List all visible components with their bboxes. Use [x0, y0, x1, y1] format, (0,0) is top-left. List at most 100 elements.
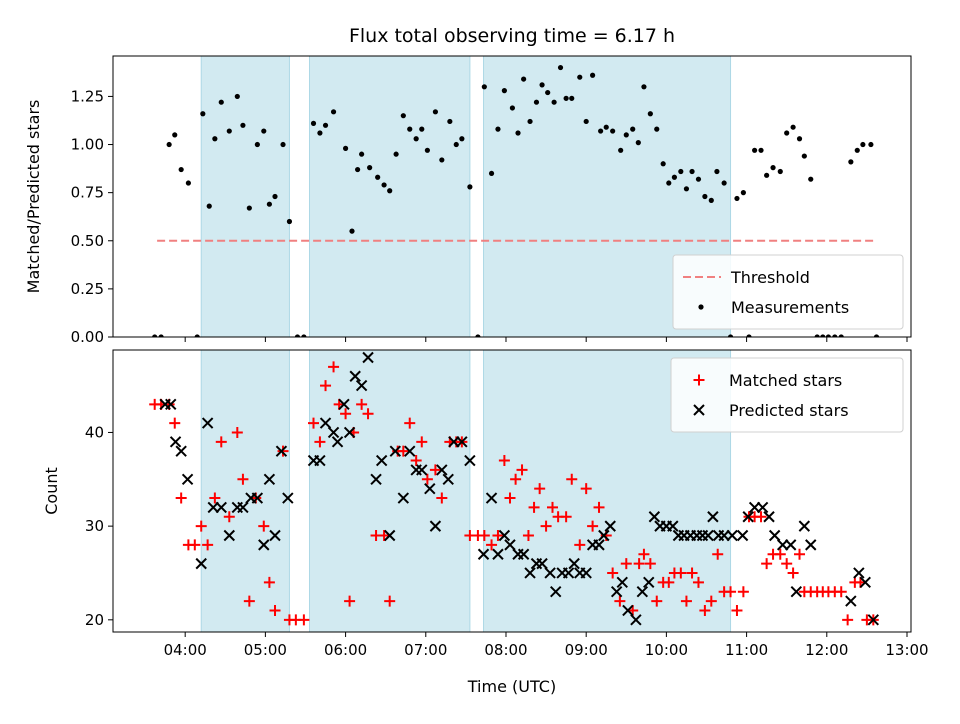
data-point — [633, 558, 645, 570]
data-point — [223, 511, 235, 523]
data-point — [459, 136, 465, 142]
data-point — [756, 501, 769, 514]
bottom-axes-frame — [112, 349, 912, 633]
data-point — [218, 99, 224, 105]
data-point — [651, 595, 663, 607]
data-point — [566, 473, 578, 485]
data-point — [298, 614, 310, 626]
data-point — [429, 464, 441, 476]
data-point — [568, 557, 580, 570]
data-point — [734, 195, 740, 202]
data-point — [699, 604, 711, 616]
data-point — [269, 604, 281, 616]
data-point — [702, 193, 708, 200]
data-point — [838, 334, 844, 337]
data-point — [215, 501, 227, 514]
data-point — [330, 109, 337, 115]
data-point — [784, 539, 797, 551]
data-point — [477, 548, 490, 560]
data-point — [464, 454, 476, 467]
data-point — [492, 530, 504, 542]
data-point — [598, 128, 604, 134]
data-point — [189, 539, 201, 551]
data-point — [416, 464, 428, 476]
data-point — [689, 168, 695, 175]
legend-label: Threshold — [730, 268, 810, 287]
data-point — [320, 380, 332, 392]
data-point — [286, 218, 293, 225]
data-point — [194, 334, 200, 337]
data-point — [263, 576, 275, 588]
data-point — [746, 334, 752, 337]
data-point — [623, 132, 629, 138]
data-point — [545, 89, 551, 96]
data-point — [393, 151, 399, 157]
data-point — [835, 586, 847, 598]
x-tick-label: 09:00 — [565, 641, 608, 659]
data-point — [202, 539, 214, 551]
data-point — [764, 172, 770, 178]
legend-label: Matched stars — [729, 371, 842, 390]
y-tick-label: 0.00 — [71, 328, 104, 346]
data-point — [413, 136, 419, 142]
data-point — [801, 153, 807, 159]
top-panel-ratio: 0.00 0.25 0.50 0.75 1.00 1.25 Matched/Predicte… — [24, 55, 912, 346]
data-point — [587, 520, 599, 532]
data-point — [790, 586, 803, 598]
top-legend: Threshold Measurements — [672, 254, 904, 330]
data-point — [359, 151, 365, 157]
data-point — [383, 529, 396, 542]
data-point — [774, 548, 786, 560]
data-point — [165, 398, 177, 411]
data-point — [590, 72, 596, 78]
data-point — [671, 174, 678, 180]
data-point — [384, 595, 396, 607]
y-tick-label: 0.75 — [71, 184, 104, 202]
data-point — [794, 548, 806, 560]
data-point — [389, 445, 402, 457]
data-point — [209, 492, 221, 504]
data-point — [758, 147, 764, 153]
data-point — [768, 529, 781, 542]
legend-label: Measurements — [731, 298, 849, 317]
data-point — [169, 417, 181, 429]
data-point — [269, 529, 281, 542]
data-point — [362, 408, 374, 420]
bottom-panel-counts: 04:00 05:00 06:00 07:00 08:00 09:00 10:00 11:00… — [42, 349, 929, 659]
top-shaded-interval-1 — [308, 55, 471, 338]
x-tick-label: 04:00 — [164, 641, 207, 659]
data-point — [314, 454, 326, 467]
data-point — [314, 436, 326, 448]
x-tick-label: 05:00 — [244, 641, 287, 659]
data-point — [528, 501, 540, 513]
data-point — [620, 558, 632, 570]
data-point — [344, 595, 356, 607]
bottom-y-axis-label: Count — [42, 467, 61, 515]
data-point — [607, 567, 619, 579]
data-point — [731, 604, 743, 616]
data-point — [702, 529, 714, 542]
data-point — [498, 455, 510, 467]
data-point — [254, 141, 260, 148]
data-point — [805, 539, 817, 551]
data-point — [574, 539, 586, 551]
top-plot-area — [152, 64, 880, 337]
data-point — [407, 126, 413, 132]
data-point — [630, 614, 642, 626]
data-point — [853, 567, 865, 579]
data-point — [495, 126, 501, 132]
data-point — [544, 567, 556, 579]
data-point — [867, 614, 880, 626]
data-point — [678, 168, 684, 175]
data-point — [725, 586, 737, 598]
data-point — [501, 88, 507, 94]
data-point — [166, 141, 172, 148]
data-point — [195, 520, 207, 532]
data-point — [481, 84, 487, 90]
data-point — [873, 334, 880, 337]
data-point — [859, 576, 871, 589]
data-point — [200, 111, 206, 117]
data-point — [868, 141, 874, 148]
data-point — [294, 334, 301, 337]
